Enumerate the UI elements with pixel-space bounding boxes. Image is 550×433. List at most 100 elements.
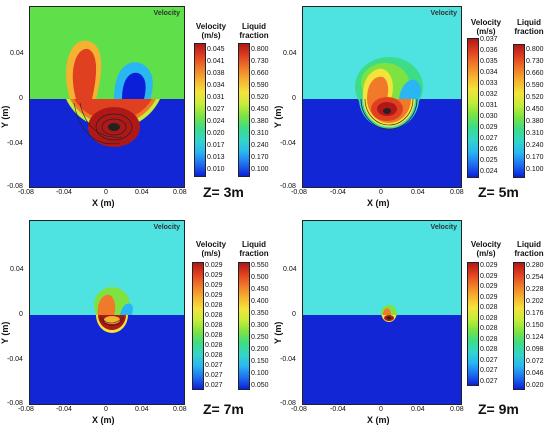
contour-field xyxy=(30,221,184,404)
x-tick: 0.08 xyxy=(450,189,464,196)
y-axis-label: Y (m) xyxy=(0,321,10,344)
y-tick: 0.04 xyxy=(283,266,297,273)
fraction-colorbar xyxy=(238,262,250,390)
fraction-level: 0.240 xyxy=(526,142,544,149)
velocity-level: 0.041 xyxy=(207,58,225,65)
fraction-level: 0.450 xyxy=(251,286,269,293)
x-tick: 0.04 xyxy=(411,406,425,413)
fraction-level: 0.150 xyxy=(526,322,544,329)
z-position-label: Z= 3m xyxy=(203,184,244,200)
velocity-level: 0.028 xyxy=(205,352,223,359)
y-axis-label: Y (m) xyxy=(0,105,10,128)
fraction-level: 0.380 xyxy=(526,118,544,125)
y-tick: -0.04 xyxy=(7,356,23,363)
contour-field xyxy=(303,221,461,404)
x-tick: 0.04 xyxy=(135,406,149,413)
velocity-level: 0.027 xyxy=(480,367,498,374)
fraction-colorbar xyxy=(513,44,525,178)
velocity-legend-title: Velocity (m/s) xyxy=(195,240,227,258)
velocity-level: 0.029 xyxy=(205,282,223,289)
x-axis-label: X (m) xyxy=(367,415,390,425)
fraction-level: 0.200 xyxy=(251,346,269,353)
y-tick: -0.04 xyxy=(280,356,296,363)
velocity-level: 0.036 xyxy=(480,47,498,54)
velocity-level: 0.031 xyxy=(480,102,498,109)
velocity-level: 0.030 xyxy=(480,113,498,120)
y-tick: 0 xyxy=(292,311,296,318)
velocity-colorbar xyxy=(192,262,204,390)
velocity-tag: Velocity xyxy=(153,224,180,231)
fraction-level: 0.350 xyxy=(251,310,269,317)
velocity-level: 0.027 xyxy=(480,356,498,364)
velocity-level: 0.024 xyxy=(207,118,225,125)
x-tick: -0.08 xyxy=(18,406,34,413)
x-tick: 0.08 xyxy=(450,406,464,413)
fraction-level: 0.310 xyxy=(251,130,269,137)
fraction-level: 0.500 xyxy=(251,274,269,281)
velocity-level: 0.013 xyxy=(207,154,225,161)
velocity-tag: Velocity xyxy=(430,224,457,231)
y-tick: 0.04 xyxy=(10,50,24,57)
velocity-level: 0.033 xyxy=(480,80,498,87)
velocity-level: 0.035 xyxy=(480,58,498,65)
velocity-level: 0.028 xyxy=(205,342,223,349)
velocity-level: 0.045 xyxy=(207,46,225,53)
contour-plot: Velocity xyxy=(302,6,462,188)
fraction-level: 0.240 xyxy=(251,142,269,149)
x-axis-label: X (m) xyxy=(92,198,115,208)
velocity-level: 0.028 xyxy=(480,325,498,332)
x-tick: -0.04 xyxy=(56,189,72,196)
fraction-level: 0.800 xyxy=(251,46,269,53)
contour-plot: Velocity xyxy=(29,220,185,405)
velocity-level: 0.029 xyxy=(205,272,223,279)
contour-plot: Velocity xyxy=(302,220,462,405)
x-tick: -0.08 xyxy=(291,406,307,413)
y-tick: -0.08 xyxy=(7,400,23,407)
velocity-level: 0.028 xyxy=(480,304,498,311)
fraction-level: 0.020 xyxy=(526,382,544,389)
x-axis-label: X (m) xyxy=(92,415,115,425)
y-tick: -0.08 xyxy=(280,400,296,407)
z-position-label: Z= 7m xyxy=(203,401,244,417)
fraction-level: 0.450 xyxy=(526,106,544,113)
fraction-level: 0.100 xyxy=(251,166,269,173)
x-tick: -0.08 xyxy=(291,189,307,196)
y-axis-label: Y (m) xyxy=(273,105,283,128)
x-tick: 0.08 xyxy=(173,406,187,413)
fraction-level: 0.550 xyxy=(251,262,269,269)
velocity-level: 0.032 xyxy=(480,91,498,98)
velocity-level: 0.034 xyxy=(480,69,498,76)
panel-z5: Velocity 0.04 0 -0.04 -0.08 -0.08 -0.04 … xyxy=(273,0,550,216)
velocity-level: 0.029 xyxy=(480,272,498,280)
fraction-level: 0.660 xyxy=(526,70,544,77)
fraction-level: 0.072 xyxy=(526,358,544,365)
fraction-level: 0.202 xyxy=(526,298,544,305)
x-tick: -0.04 xyxy=(330,189,346,196)
velocity-legend-title: Velocity (m/s) xyxy=(470,18,502,36)
velocity-level: 0.029 xyxy=(205,262,223,269)
x-tick: -0.04 xyxy=(56,406,72,413)
velocity-tag: Velocity xyxy=(430,10,457,17)
fraction-level: 0.100 xyxy=(251,370,269,377)
fraction-level: 0.520 xyxy=(526,94,544,101)
fraction-level: 0.250 xyxy=(251,334,269,341)
fraction-level: 0.520 xyxy=(251,94,269,101)
x-tick: 0 xyxy=(379,406,383,413)
velocity-level: 0.029 xyxy=(480,124,498,131)
velocity-colorbar xyxy=(194,43,206,177)
velocity-level: 0.028 xyxy=(480,314,498,322)
y-tick: 0 xyxy=(19,95,23,102)
velocity-level: 0.029 xyxy=(480,262,498,269)
y-tick: -0.04 xyxy=(280,140,296,147)
fraction-level: 0.254 xyxy=(526,274,544,281)
velocity-level: 0.029 xyxy=(205,292,223,299)
y-tick: 0 xyxy=(19,311,23,318)
fraction-colorbar xyxy=(238,43,250,177)
x-tick: 0 xyxy=(104,406,108,413)
fraction-level: 0.098 xyxy=(526,346,544,353)
fraction-legend-title: Liquid fraction xyxy=(239,22,269,40)
fraction-level: 0.228 xyxy=(526,286,544,293)
velocity-level: 0.029 xyxy=(480,293,498,301)
velocity-level: 0.010 xyxy=(207,166,225,173)
y-tick: -0.04 xyxy=(7,140,23,147)
